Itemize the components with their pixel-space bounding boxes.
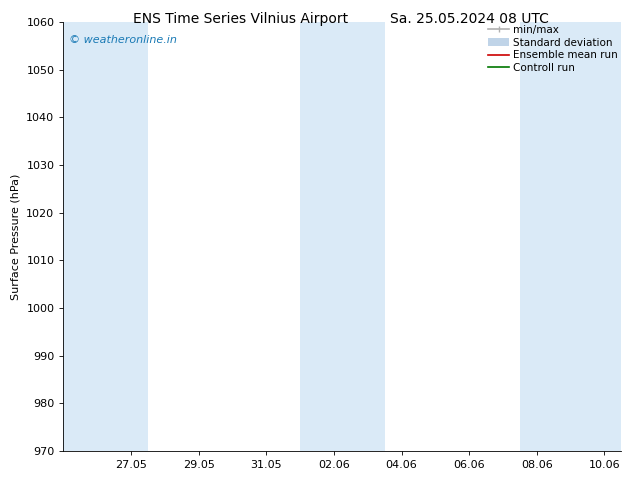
Text: ENS Time Series Vilnius Airport: ENS Time Series Vilnius Airport [133, 12, 349, 26]
Bar [63, 22, 148, 451]
Legend: min/max, Standard deviation, Ensemble mean run, Controll run: min/max, Standard deviation, Ensemble me… [488, 25, 618, 73]
Text: © weatheronline.in: © weatheronline.in [69, 35, 177, 45]
Bar [520, 22, 621, 451]
Bar [300, 22, 385, 451]
Y-axis label: Surface Pressure (hPa): Surface Pressure (hPa) [11, 173, 21, 299]
Text: Sa. 25.05.2024 08 UTC: Sa. 25.05.2024 08 UTC [390, 12, 548, 26]
